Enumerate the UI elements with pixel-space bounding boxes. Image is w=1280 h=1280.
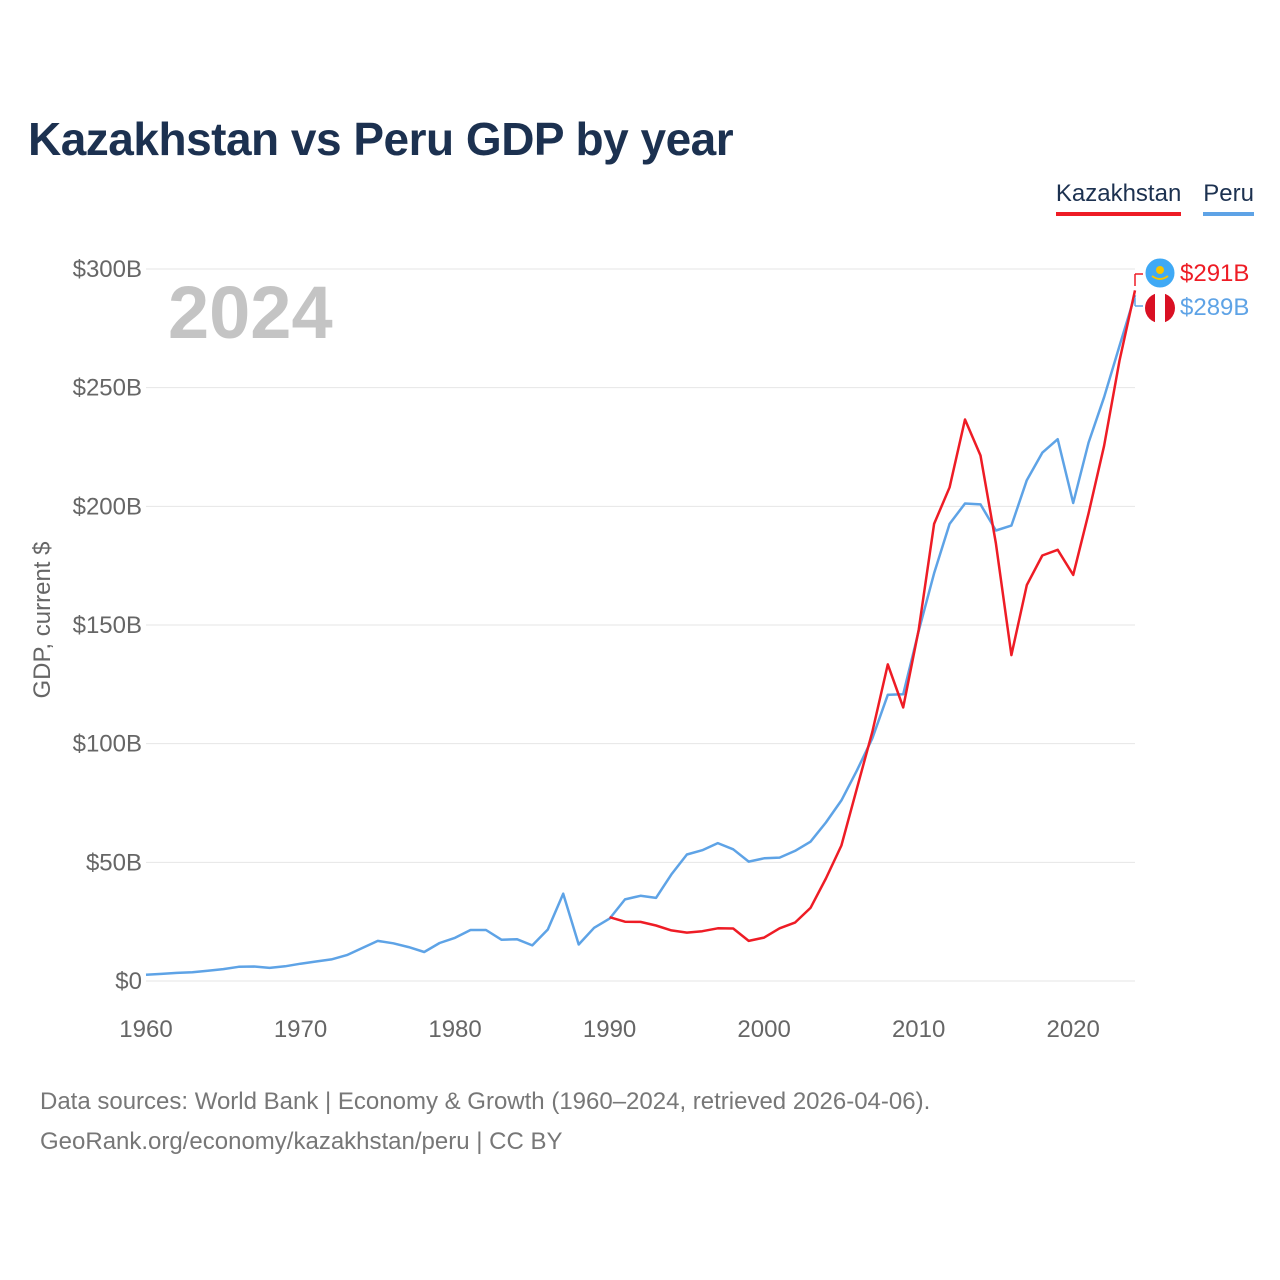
peru-flag-icon (1145, 293, 1175, 323)
x-tick-label: 2010 (892, 1016, 945, 1043)
x-axis-ticks: 1960 1970 1980 1990 2000 2010 2020 (119, 1016, 1100, 1043)
x-tick-label: 1990 (583, 1016, 636, 1043)
x-tick-label: 1960 (119, 1016, 172, 1043)
end-markers: $291B $289B (1134, 257, 1249, 323)
series-line-peru[interactable] (145, 294, 1137, 977)
x-tick-label: 2000 (737, 1016, 790, 1043)
year-watermark: 2024 (168, 271, 333, 354)
legend-item-kazakhstan[interactable]: Kazakhstan (1055, 180, 1182, 216)
grid-lines (146, 268, 1135, 982)
source-note: Data sources: World Bank | Economy & Gro… (40, 1082, 930, 1162)
x-tick-label: 1980 (428, 1016, 481, 1043)
y-tick-label: $100B (73, 731, 142, 758)
x-tick-label: 2020 (1046, 1016, 1099, 1043)
y-tick-label: $300B (73, 256, 142, 283)
series-line-kazakhstan[interactable] (609, 290, 1137, 943)
chart-title: Kazakhstan vs Peru GDP by year (28, 113, 734, 165)
kazakhstan-flag-icon (1144, 257, 1176, 289)
y-axis-label: GDP, current $ (29, 542, 56, 699)
legend: Kazakhstan Peru (1055, 180, 1254, 216)
source-line-1: Data sources: World Bank | Economy & Gro… (40, 1088, 931, 1115)
x-tick-label: 1970 (274, 1016, 327, 1043)
series-lines (145, 290, 1137, 977)
y-tick-label: $250B (73, 375, 142, 402)
y-tick-label: $200B (73, 493, 142, 520)
legend-item-peru[interactable]: Peru (1203, 180, 1254, 216)
y-axis-ticks: $0 $50B $100B $150B $200B $250B $300B (73, 256, 142, 995)
y-tick-label: $50B (86, 849, 142, 876)
y-tick-label: $150B (73, 612, 142, 639)
peru-end-value: $289B (1180, 294, 1249, 321)
y-tick-label: $0 (115, 968, 142, 995)
source-line-2[interactable]: GeoRank.org/economy/kazakhstan/peru | CC… (40, 1128, 563, 1155)
kazakhstan-end-value: $291B (1180, 260, 1249, 287)
